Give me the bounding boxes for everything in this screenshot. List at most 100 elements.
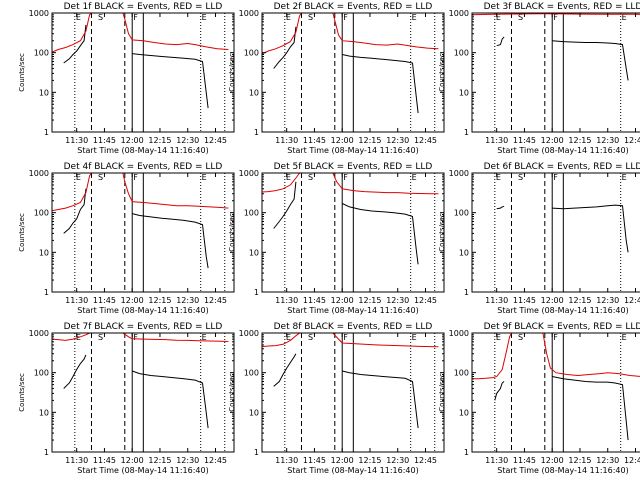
marker-label: F bbox=[343, 333, 348, 342]
marker-label: F bbox=[133, 333, 138, 342]
marker-label: S bbox=[308, 173, 313, 182]
series-events-line bbox=[342, 54, 419, 114]
panel-det-1: Det 1f BLACK = Events, RED = LLD Counts/s… bbox=[18, 2, 235, 155]
marker-lines bbox=[284, 13, 436, 132]
y-axis-label: Counts/sec bbox=[18, 213, 26, 252]
plot-frame bbox=[261, 332, 445, 453]
x-tick-label: 12:30 bbox=[386, 136, 409, 145]
x-tick-label: 11:30 bbox=[275, 456, 298, 465]
marker-label: S bbox=[518, 13, 523, 22]
x-tick-label: 12:15 bbox=[148, 456, 171, 465]
marker-label: E bbox=[412, 333, 417, 342]
y-tick-label: 1000 bbox=[239, 169, 259, 178]
y-tick-label: 10 bbox=[39, 88, 49, 97]
x-tick-label: 11:30 bbox=[485, 456, 508, 465]
x-tick-label: 11:30 bbox=[65, 456, 88, 465]
y-tick-label: 100 bbox=[244, 369, 259, 378]
series-lld-line bbox=[122, 333, 229, 342]
plot-frame bbox=[51, 332, 235, 453]
plot-frame bbox=[471, 172, 640, 293]
marker-lines bbox=[74, 333, 226, 452]
marker-label: E bbox=[496, 333, 501, 342]
x-tick-label: 11:45 bbox=[303, 136, 326, 145]
x-tick-label: 12:15 bbox=[358, 456, 381, 465]
x-tick-label: 12:45 bbox=[414, 136, 437, 145]
panel-title: Det 7f BLACK = Events, RED = LLD bbox=[64, 322, 223, 332]
series-lld-line bbox=[52, 333, 90, 341]
y-tick-label: 10 bbox=[39, 408, 49, 417]
x-tick-label: 11:30 bbox=[275, 296, 298, 305]
panel-title: Det 8f BLACK = Events, RED = LLD bbox=[274, 322, 433, 332]
y-tick-label: 1 bbox=[254, 128, 259, 137]
marker-label: S bbox=[518, 173, 523, 182]
y-tick-label: 1 bbox=[254, 288, 259, 297]
plot-frame bbox=[51, 172, 235, 293]
x-tick-label: 11:30 bbox=[485, 296, 508, 305]
series-lld-line bbox=[472, 13, 640, 16]
y-axis-label: Counts/sec bbox=[228, 213, 236, 252]
series-lld-line bbox=[262, 13, 302, 55]
y-tick-label: 1 bbox=[464, 448, 469, 457]
x-axis-label: Start Time (08-May-14 11:16:40) bbox=[77, 466, 208, 475]
y-tick-label: 10 bbox=[249, 248, 259, 257]
x-tick-label: 11:45 bbox=[513, 456, 536, 465]
series-events-line bbox=[552, 40, 629, 81]
panel-det-6: Det 6f BLACK = Events, RED = LLD Counts/s… bbox=[438, 162, 640, 315]
x-tick-label: 11:45 bbox=[513, 296, 536, 305]
marker-label: S bbox=[98, 333, 103, 342]
series-events-line bbox=[342, 370, 419, 429]
marker-lines bbox=[494, 13, 622, 132]
x-axis-label: Start Time (08-May-14 11:16:40) bbox=[77, 306, 208, 315]
y-tick-label: 100 bbox=[34, 49, 49, 58]
series-events-line bbox=[132, 213, 209, 269]
x-axis-label: Start Time (08-May-14 11:16:40) bbox=[287, 306, 418, 315]
x-tick-label: 12:15 bbox=[358, 296, 381, 305]
y-tick-label: 100 bbox=[454, 209, 469, 218]
x-tick-label: 12:00 bbox=[541, 296, 564, 305]
x-tick-label: 11:45 bbox=[303, 296, 326, 305]
x-axis-label: Start Time (08-May-14 11:16:40) bbox=[77, 146, 208, 155]
series-events-line bbox=[273, 26, 297, 69]
marker-lines bbox=[494, 333, 622, 452]
marker-label: S bbox=[98, 13, 103, 22]
x-tick-label: 11:45 bbox=[93, 136, 116, 145]
x-tick-label: 12:15 bbox=[568, 296, 591, 305]
marker-label: E bbox=[412, 13, 417, 22]
plot-frame bbox=[51, 12, 235, 133]
y-axis-label: Counts/sec bbox=[18, 53, 26, 92]
marker-label: E bbox=[622, 13, 627, 22]
y-tick-label: 1000 bbox=[29, 9, 49, 18]
y-axis-label: Counts/sec bbox=[228, 373, 236, 412]
series-events-line bbox=[132, 53, 209, 109]
x-tick-label: 12:30 bbox=[596, 296, 619, 305]
x-tick-label: 12:30 bbox=[596, 456, 619, 465]
y-tick-label: 1 bbox=[464, 288, 469, 297]
x-tick-label: 12:00 bbox=[331, 456, 354, 465]
y-tick-label: 10 bbox=[459, 88, 469, 97]
marker-label: E bbox=[286, 13, 291, 22]
x-tick-label: 12:45 bbox=[414, 296, 437, 305]
x-tick-label: 12:00 bbox=[121, 296, 144, 305]
x-tick-label: 12:00 bbox=[121, 456, 144, 465]
series-lld-line bbox=[262, 333, 300, 348]
series-lld-line bbox=[52, 13, 92, 53]
x-tick-label: 12:45 bbox=[204, 136, 227, 145]
x-axis-label: Start Time (08-May-14 11:16:40) bbox=[497, 466, 628, 475]
series-events-line bbox=[494, 381, 505, 401]
x-axis-label: Start Time (08-May-14 11:16:40) bbox=[287, 466, 418, 475]
marker-label: S bbox=[98, 173, 103, 182]
x-tick-label: 11:45 bbox=[513, 136, 536, 145]
marker-lines bbox=[284, 333, 436, 452]
x-tick-label: 12:30 bbox=[386, 456, 409, 465]
panel-title: Det 4f BLACK = Events, RED = LLD bbox=[64, 162, 223, 172]
series-events-line bbox=[273, 181, 297, 229]
marker-lines bbox=[74, 173, 226, 292]
marker-label: E bbox=[76, 13, 81, 22]
y-tick-label: 10 bbox=[459, 408, 469, 417]
x-tick-label: 11:45 bbox=[93, 456, 116, 465]
plot-frame bbox=[261, 12, 445, 133]
panel-title: Det 3f BLACK = Events, RED = LLD bbox=[484, 2, 640, 12]
series-events-line bbox=[273, 353, 297, 387]
x-tick-label: 12:00 bbox=[121, 136, 144, 145]
y-tick-label: 10 bbox=[249, 408, 259, 417]
